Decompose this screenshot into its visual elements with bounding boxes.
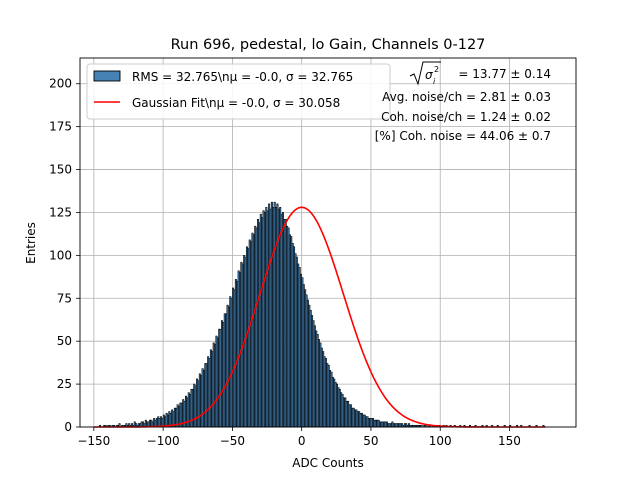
- legend: RMS = 32.765\nμ = -0.0, σ = 32.765 Gauss…: [86, 63, 391, 120]
- x-tick-label: −150: [77, 434, 110, 448]
- x-tick-label: −50: [220, 434, 245, 448]
- legend-fit-label: Gaussian Fit\nμ = -0.0, σ = 30.058: [132, 96, 340, 110]
- x-tick-label: 0: [298, 434, 306, 448]
- annotation-coh-noise: Coh. noise/ch = 1.24 ± 0.02: [381, 110, 551, 124]
- annotation-avg-noise: Avg. noise/ch = 2.81 ± 0.03: [382, 90, 551, 104]
- plot-area: −150 −100 −50 0 50 100 150 0 25 50 75 100 125 150 175…: [49, 57, 577, 448]
- x-axis-label: ADC Counts: [292, 456, 364, 470]
- svg-text:σ: σ: [425, 68, 433, 82]
- y-tick-label: 175: [49, 120, 72, 134]
- y-tick-label: 100: [49, 248, 72, 262]
- x-tick-label: 150: [498, 434, 521, 448]
- x-tick-label: 50: [363, 434, 378, 448]
- y-tick-label: 200: [49, 77, 72, 91]
- y-tick-label: 125: [49, 205, 72, 219]
- y-tick-label: 150: [49, 163, 72, 177]
- y-axis-label: Entries: [24, 222, 38, 264]
- y-tick-label: 75: [57, 291, 72, 305]
- legend-histogram-label: RMS = 32.765\nμ = -0.0, σ = 32.765: [132, 70, 353, 84]
- axes-frame: [79, 57, 577, 428]
- annotation-sigma-total: = 13.77 ± 0.14: [458, 67, 551, 81]
- svg-text:2: 2: [434, 65, 439, 74]
- y-tick-label: 0: [64, 420, 72, 434]
- legend-frame: [86, 63, 391, 120]
- x-axis-ticks: −150 −100 −50 0 50 100 150: [77, 427, 521, 448]
- svg-text:i: i: [433, 77, 436, 86]
- legend-histogram-swatch: [93, 70, 121, 82]
- annotation-coh-noise-percent: [%] Coh. noise = 44.06 ± 0.7: [375, 129, 551, 143]
- y-axis-ticks: 0 25 50 75 100 125 150 175 200: [49, 77, 80, 434]
- annotation-box: σ 2 i = 13.77 ± 0.14 Avg. noise/ch = 2.8…: [375, 61, 551, 143]
- histogram-bars: [99, 201, 545, 428]
- y-tick-label: 25: [57, 377, 72, 391]
- x-tick-label: 100: [429, 434, 452, 448]
- sigma-formula-icon: σ 2 i: [409, 61, 441, 86]
- x-tick-label: −100: [147, 434, 180, 448]
- chart-title: Run 696, pedestal, lo Gain, Channels 0-1…: [171, 37, 486, 53]
- y-tick-label: 50: [57, 334, 72, 348]
